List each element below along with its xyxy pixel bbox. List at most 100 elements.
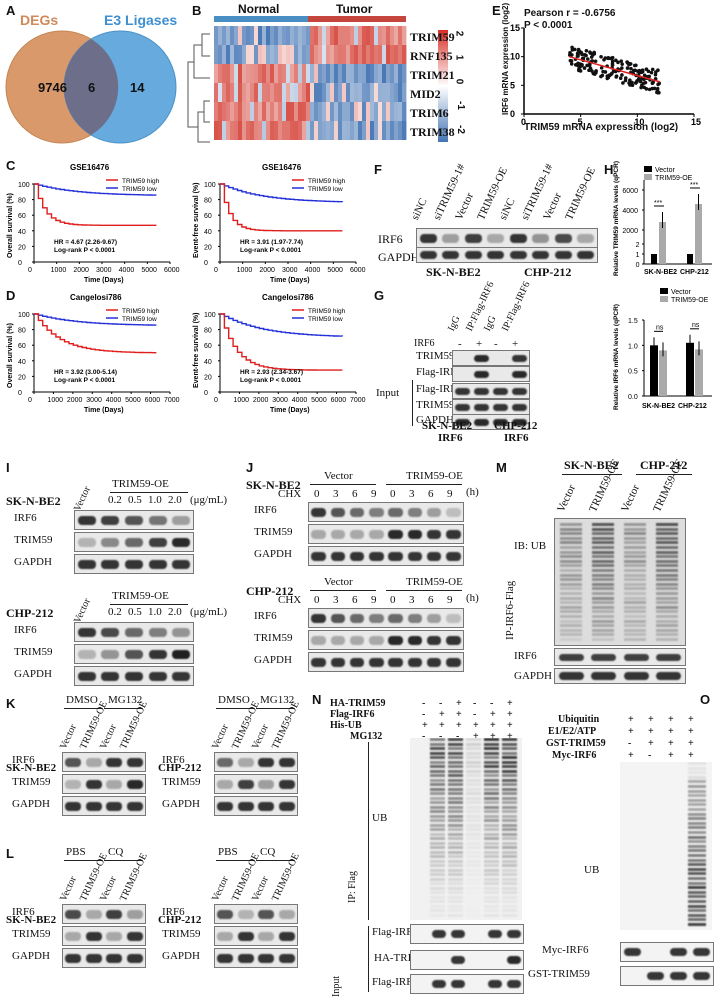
band — [446, 613, 461, 623]
y-tick-label: 0 — [18, 390, 22, 397]
smear-band — [656, 532, 678, 536]
smear-band — [484, 751, 499, 755]
heatmap-cell — [334, 102, 339, 121]
scatter-point — [647, 87, 652, 92]
smear-band — [484, 760, 499, 764]
blot-row-label: GAPDH — [162, 950, 200, 962]
smear-band — [656, 587, 678, 591]
condition-sign: - — [490, 698, 494, 709]
band — [101, 627, 120, 637]
blot-strip — [62, 774, 146, 794]
smear-band — [688, 826, 706, 830]
band — [85, 953, 102, 963]
lane-label: 6 — [428, 488, 434, 500]
band — [426, 551, 442, 561]
heatmap-cell — [394, 102, 399, 121]
band — [591, 672, 617, 680]
smear-band — [448, 787, 463, 791]
heatmap-cell — [242, 102, 247, 121]
blot-row-label: TRIM59 — [12, 776, 51, 788]
smear-band — [592, 592, 614, 595]
smear-band — [484, 859, 499, 863]
heatmap-cell — [342, 26, 347, 45]
smear-band — [624, 523, 646, 526]
group-line — [256, 708, 294, 709]
condition-sign: + — [507, 731, 513, 742]
heatmap-cell — [266, 83, 271, 102]
band — [554, 251, 572, 259]
heatmap-cell — [326, 64, 331, 83]
y-axis-label: Relative TRIM59 mRNA levels (qPCR) — [613, 161, 620, 276]
smear-band — [484, 819, 499, 822]
band — [426, 507, 442, 517]
km-curve-low — [220, 313, 344, 337]
lane-label: 3 — [333, 488, 339, 500]
heatmap-cell — [250, 102, 255, 121]
heatmap-cell — [266, 102, 271, 121]
condition-sign: + — [648, 726, 654, 737]
legend-label: Vector — [671, 289, 692, 296]
scatter-point — [635, 69, 640, 74]
treatment-label: CQ — [108, 846, 124, 858]
heatmap — [187, 26, 448, 143]
lane-label: Vector — [453, 190, 477, 222]
heatmap-cell — [278, 64, 283, 83]
scatter-plot: 0 5 10 15 0 5 10 15 — [510, 23, 701, 127]
heatmap-cell — [338, 102, 343, 121]
scatter-point — [630, 83, 635, 88]
heatmap-cell — [298, 83, 303, 102]
smear-band — [502, 846, 517, 849]
band — [330, 529, 346, 539]
panel-label: I — [6, 460, 10, 475]
lane-label: Vector — [250, 874, 272, 903]
blot-strip — [410, 924, 524, 944]
cell-line-label: CHP-212 — [524, 265, 572, 279]
band — [509, 233, 527, 243]
heatmap-cell — [302, 102, 307, 121]
smear-band — [688, 890, 706, 894]
x-tick-label: 15 — [691, 117, 701, 127]
heatmap-cell — [402, 102, 407, 121]
smear-band — [656, 610, 678, 614]
band — [623, 948, 642, 956]
band — [311, 657, 326, 667]
smear-band — [484, 891, 499, 894]
lane-label: 0.5 — [128, 606, 142, 618]
smear-band — [484, 796, 499, 800]
smear-band — [688, 840, 706, 844]
heatmap-cell — [338, 26, 343, 45]
smear-band — [430, 769, 445, 773]
smear-band — [466, 855, 481, 858]
band — [65, 757, 82, 767]
smear-band — [592, 569, 614, 572]
heatmap-cell — [226, 121, 231, 140]
smear-band — [466, 756, 481, 759]
band — [172, 671, 191, 681]
smear-band — [484, 864, 499, 867]
band — [464, 251, 482, 259]
lane-label: Vector — [541, 190, 565, 222]
treatment-label: CQ — [260, 846, 276, 858]
y-tick-label: 20 — [18, 244, 26, 251]
heatmap-cell — [354, 83, 359, 102]
smear-band — [624, 628, 646, 632]
heatmap-cell — [306, 83, 311, 102]
band — [101, 649, 120, 659]
condition-sign: + — [628, 726, 634, 737]
smear-band — [656, 628, 678, 632]
heatmap-cell — [214, 64, 219, 83]
smear-band — [560, 592, 582, 595]
heatmap-cell — [242, 121, 247, 140]
band — [106, 931, 123, 941]
group-label: TRIM59-OE — [112, 590, 169, 602]
group-line — [64, 860, 102, 861]
smear-band — [466, 828, 481, 831]
km-title: Cangelosi786 — [70, 293, 122, 302]
y-tick-label: 1 — [636, 252, 640, 259]
smear-band — [448, 891, 463, 894]
band — [172, 627, 191, 637]
y-tick-label: 2 — [636, 242, 640, 249]
condition-label: Flag-IRF6 — [330, 709, 375, 720]
